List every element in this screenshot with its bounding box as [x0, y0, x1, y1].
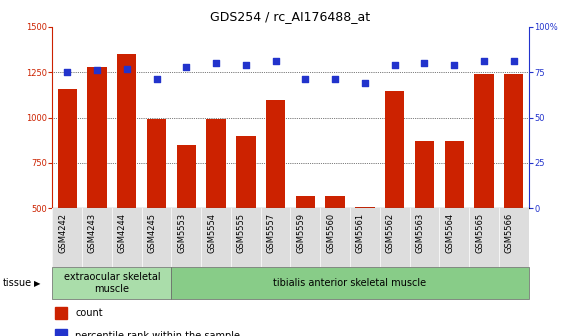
Text: ▶: ▶ [34, 279, 40, 288]
Bar [58, 89, 77, 208]
Bar [415, 141, 434, 208]
Text: tissue: tissue [3, 278, 32, 288]
Bar [474, 74, 494, 208]
Point [450, 62, 459, 68]
Point [182, 64, 191, 70]
Bar [206, 119, 226, 208]
Point [360, 80, 370, 86]
FancyBboxPatch shape [52, 267, 171, 299]
Point [63, 70, 72, 75]
Text: GDS254 / rc_AI176488_at: GDS254 / rc_AI176488_at [210, 10, 371, 23]
Bar [504, 74, 523, 208]
Text: percentile rank within the sample: percentile rank within the sample [75, 331, 240, 336]
Text: GSM4243: GSM4243 [88, 213, 97, 253]
Bar [55, 330, 67, 336]
Text: GSM5555: GSM5555 [237, 213, 246, 253]
Point [509, 59, 518, 64]
Bar [266, 100, 285, 208]
Bar [236, 136, 256, 208]
Point [331, 77, 340, 82]
Text: GSM5563: GSM5563 [415, 213, 425, 253]
Point [271, 59, 280, 64]
Point [152, 77, 161, 82]
Text: GSM4244: GSM4244 [118, 213, 127, 253]
Point [241, 62, 250, 68]
Text: GSM5559: GSM5559 [296, 213, 306, 253]
Text: GSM5561: GSM5561 [356, 213, 365, 253]
Text: GSM5565: GSM5565 [475, 213, 484, 253]
Text: GSM5557: GSM5557 [267, 213, 275, 253]
Point [479, 59, 489, 64]
Text: tibialis anterior skeletal muscle: tibialis anterior skeletal muscle [274, 278, 426, 288]
Bar [177, 145, 196, 208]
Point [420, 60, 429, 66]
FancyBboxPatch shape [171, 267, 529, 299]
Bar [355, 207, 375, 208]
Text: GSM5564: GSM5564 [445, 213, 454, 253]
Text: GSM5554: GSM5554 [207, 213, 216, 253]
Text: extraocular skeletal
muscle: extraocular skeletal muscle [63, 272, 160, 294]
Bar [325, 196, 345, 208]
Bar [55, 307, 67, 319]
Bar [296, 196, 315, 208]
Bar [117, 54, 137, 208]
Text: GSM5560: GSM5560 [326, 213, 335, 253]
Bar [444, 141, 464, 208]
Point [301, 77, 310, 82]
Text: GSM4245: GSM4245 [148, 213, 156, 253]
Point [122, 66, 131, 71]
Text: count: count [75, 308, 103, 318]
Text: GSM5566: GSM5566 [505, 213, 514, 253]
Point [390, 62, 399, 68]
Bar [87, 67, 107, 208]
Point [92, 68, 102, 73]
Bar [147, 119, 166, 208]
Text: GSM4242: GSM4242 [58, 213, 67, 253]
Bar [385, 91, 404, 208]
Text: GSM5562: GSM5562 [386, 213, 394, 253]
Text: GSM5553: GSM5553 [177, 213, 187, 253]
Point [211, 60, 221, 66]
